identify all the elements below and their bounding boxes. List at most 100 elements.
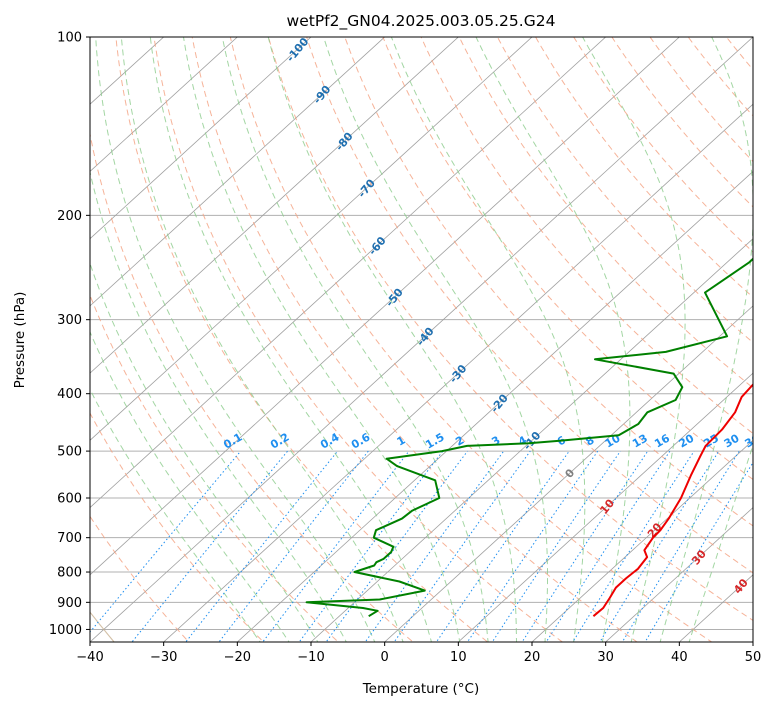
moist-adiabat-line [120,37,404,642]
moist-adiabat-line [90,169,347,642]
mixing-ratio-label: 13 [630,432,650,451]
isobar-lines [90,37,753,630]
isotherm-line [90,37,680,576]
dry-adiabat-lines [90,11,775,654]
x-tick-label: 50 [745,650,762,665]
dry-adiabat-line [153,37,564,642]
isotherm-line [678,574,753,642]
isotherm-line [236,170,753,642]
isotherm-line [90,37,238,172]
dry-adiabat-line [611,37,753,208]
y-tick-label: 1000 [49,623,82,638]
mixing-ratio-line [185,450,338,642]
dry-adiabat-line [90,293,339,642]
mixing-ratio-line [218,450,369,642]
mixing-ratio-line [599,450,720,642]
mixing-ratio-label: 20 [677,431,697,450]
isotherm-line [90,37,753,642]
dewpoint-line [305,257,753,618]
isotherm-line [310,238,753,642]
dry-adiabat-line [496,37,753,344]
moist-adiabat-line [582,37,686,642]
mixing-ratio-line [364,450,505,642]
dry-adiabat-line [420,37,753,435]
temperature-line [592,383,753,617]
isotherm-line [90,37,607,509]
x-tick-label: −10 [297,650,324,665]
dry-adiabat-line [535,37,753,298]
moist-adiabat-line [688,443,753,642]
dry-adiabat-line [306,37,753,574]
moist-adiabat-line [323,37,548,642]
mixing-ratio-line [435,450,570,642]
isotherm-line [90,37,165,105]
isotherm-line [531,439,753,642]
dry-adiabat-line [90,515,190,642]
dry-adiabat-line [90,131,414,642]
isotherm-line [457,372,753,642]
mixing-ratio-line [466,450,599,642]
mixing-ratio-line [90,450,242,633]
mixing-ratio-line [572,450,695,642]
dry-adiabat-line [573,37,753,253]
moist-adiabat-line [659,37,753,642]
dry-adiabat-line [687,37,753,117]
y-tick-label: 800 [57,566,82,581]
dry-adiabat-line [744,11,775,654]
x-tick-label: −20 [224,650,251,665]
y-tick-label: 700 [57,531,82,546]
plot-area: -100-90-80-70-60-50-40-30-20-10010203040… [90,11,775,654]
mixing-ratio-label: 30 [722,431,742,450]
moist-adiabat-line [90,388,261,642]
mixing-ratio-line [621,450,740,642]
moist-adiabat-line [267,37,517,642]
mixing-ratio-label: 16 [652,431,672,450]
x-axis-ticks: −40 −30 −20 −10 0 10 20 30 40 50 [76,642,761,665]
isotherm-line [90,37,312,240]
chart-title: wetPf2_GN04.2025.003.05.25.G24 [287,12,556,31]
mixing-ratio-line [491,450,621,642]
y-tick-label: 300 [57,313,82,328]
y-tick-label: 100 [57,31,82,46]
mixing-ratio-line [545,450,671,642]
x-tick-label: 40 [671,650,688,665]
x-tick-label: −30 [150,650,177,665]
y-tick-label: 500 [57,445,82,460]
y-axis-ticks: 100 200 300 400 500 600 700 800 900 1000 [49,31,90,638]
y-tick-label: 600 [57,492,82,507]
x-tick-label: −40 [76,650,103,665]
dry-adiabat-line [267,37,753,622]
isotherm-lines [90,37,753,642]
mixing-ratio-label: 1.5 [423,431,446,452]
dry-adiabat-line [382,37,753,481]
isotherm-line [163,103,753,642]
mixing-ratio-label: 0.4 [318,430,342,451]
x-tick-label: 10 [450,650,467,665]
mixing-ratio-label: 36 [742,431,762,450]
x-tick-label: 30 [597,650,614,665]
y-tick-label: 400 [57,387,82,402]
mixing-ratio-line [131,450,288,642]
moist-adiabat-line [182,37,461,642]
mixing-ratio-line [262,450,410,642]
y-tick-label: 900 [57,596,82,611]
moist-adiabat-line [221,37,489,642]
dry-adiabat-line [344,37,753,527]
isotherm-line [90,37,459,374]
dry-adiabat-line [115,37,489,642]
moist-adiabat-lines [90,37,753,642]
moist-adiabat-line [390,37,586,642]
mixing-ratio-label: 0.2 [268,431,291,452]
mixing-ratio-line [644,461,753,642]
x-tick-label: 0 [381,650,389,665]
moist-adiabat-line [95,37,376,642]
x-tick-label: 20 [524,650,541,665]
dry-adiabat-line [229,37,713,642]
plot-frame [89,36,754,643]
dry-adiabat-label: -100 [284,35,312,65]
mixing-ratio-line [521,450,649,642]
moist-adiabat-line [475,37,631,642]
dry-adiabat-line [649,37,753,163]
